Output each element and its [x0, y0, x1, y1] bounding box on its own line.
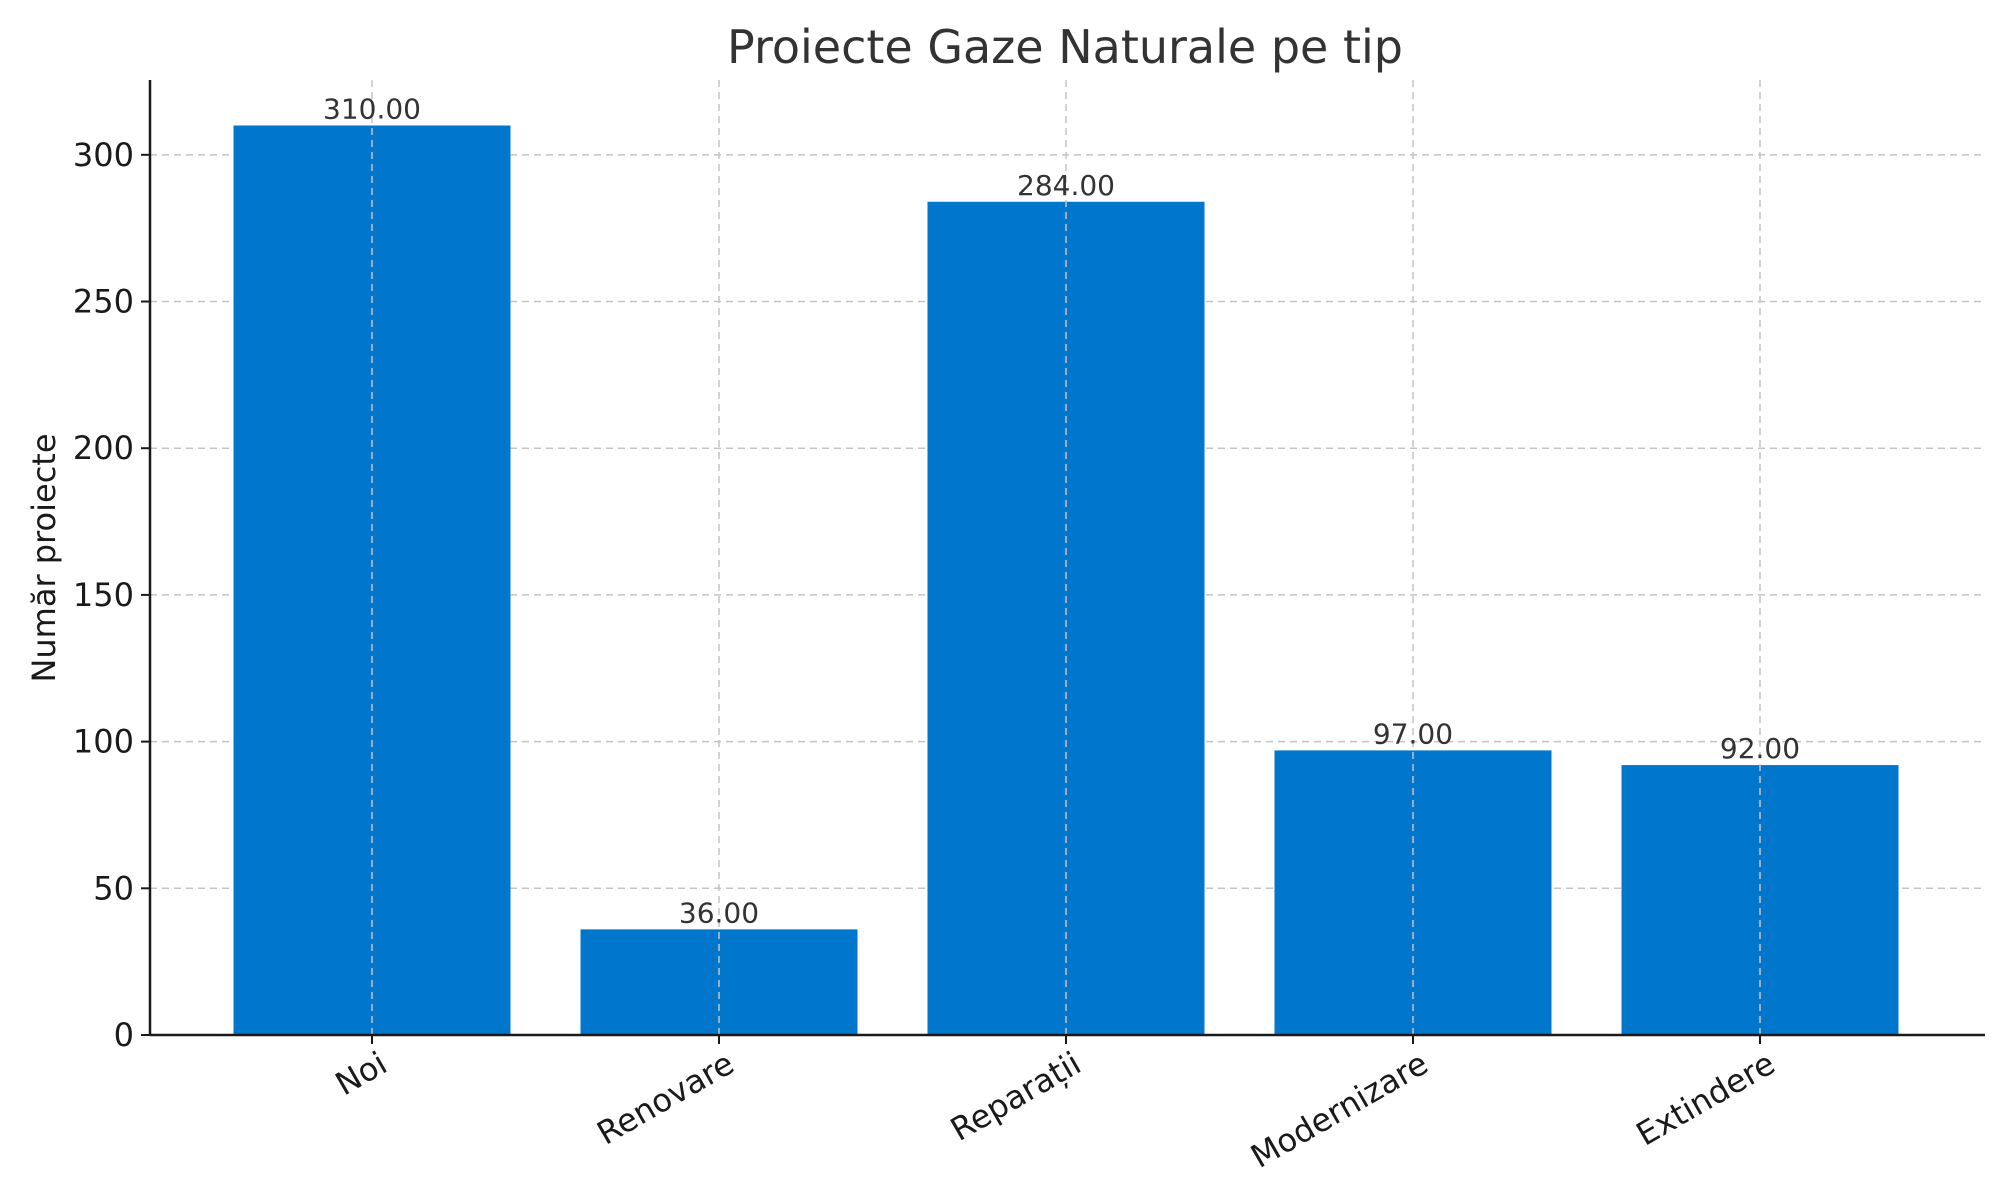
data-label: 310.00 [323, 92, 421, 125]
x-tick-label: Noi [329, 1044, 393, 1103]
y-tick-label: 50 [93, 869, 134, 907]
data-labels: 310.00 36.00 284.00 97.00 92.00 [323, 92, 1800, 929]
y-tick-label: 150 [73, 576, 134, 614]
bar [1274, 750, 1552, 1035]
x-tick-label: Modernizare [1244, 1044, 1434, 1176]
data-label: 97.00 [1373, 717, 1453, 750]
y-tick-label: 200 [73, 429, 134, 467]
data-label: 36.00 [679, 896, 759, 929]
y-tick-label: 0 [114, 1016, 134, 1054]
y-tick-label: 300 [73, 136, 134, 174]
chart-title: Proiecte Gaze Naturale pe tip [727, 20, 1403, 74]
y-axis-label: Număr proiecte [25, 433, 63, 682]
grid-lines-overlay [371, 80, 1761, 1035]
x-tick-label: Reparații [944, 1044, 1087, 1149]
axes [141, 80, 1985, 1044]
x-tick-labels: Noi Renovare Reparații Modernizare Extindere [329, 1044, 1781, 1176]
data-label: 284.00 [1017, 169, 1115, 202]
y-tick-labels: 0 50 100 150 200 250 300 [73, 136, 134, 1054]
y-tick-label: 100 [73, 723, 134, 761]
y-tick-label: 250 [73, 283, 134, 321]
x-tick-label: Renovare [591, 1044, 741, 1152]
x-tick-label: Extindere [1630, 1044, 1782, 1153]
data-label: 92.00 [1720, 732, 1800, 765]
